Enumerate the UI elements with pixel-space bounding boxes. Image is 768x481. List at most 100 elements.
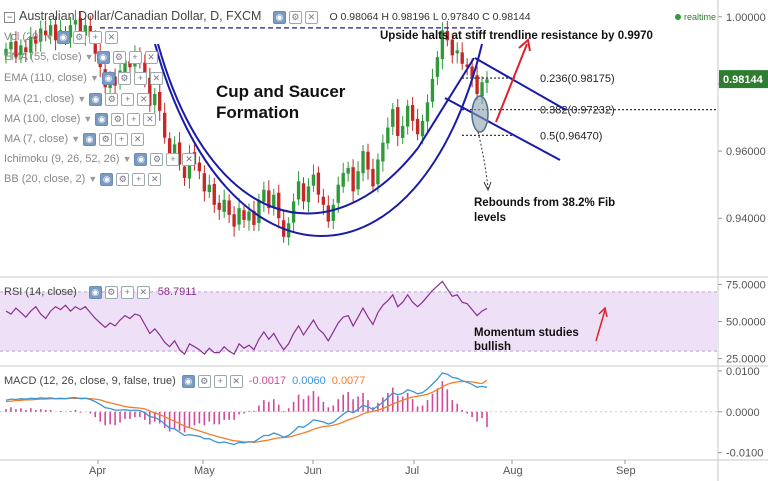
eye-icon[interactable]: ◉ xyxy=(181,374,195,388)
candle-body xyxy=(73,20,78,25)
rsi-annotation: bullish xyxy=(474,341,511,353)
gear-icon[interactable]: ⚙ xyxy=(105,92,119,106)
gear-icon[interactable]: ⚙ xyxy=(111,112,125,126)
eye-icon[interactable]: ◉ xyxy=(100,172,114,186)
price-tick-label: 0.94000 xyxy=(726,213,766,225)
indicator-row-ma100[interactable]: MA (100, close) ▼ ◉ ⚙ + ✕ xyxy=(4,111,157,127)
chevron-down-icon[interactable]: ▼ xyxy=(71,134,81,144)
chevron-down-icon[interactable]: ▼ xyxy=(88,174,98,184)
candle-body xyxy=(415,118,420,135)
candle-body xyxy=(113,76,117,86)
candle-body xyxy=(410,105,415,121)
macd-line xyxy=(5,372,488,446)
chevron-down-icon[interactable]: ▼ xyxy=(84,52,94,62)
candle-body xyxy=(93,36,97,54)
ohlc-readout: O 0.98064 H 0.98196 L 0.97840 C 0.98144 xyxy=(329,11,531,23)
close-icon[interactable]: ✕ xyxy=(229,374,243,388)
rsi-tick-label: 75.0000 xyxy=(726,279,766,291)
candle-body xyxy=(197,162,202,172)
series-eye-icon[interactable]: ◉ xyxy=(272,11,286,24)
rsi-annotation: Momentum studies xyxy=(474,327,579,339)
candle-body xyxy=(202,173,207,192)
eye-icon[interactable]: ◉ xyxy=(95,112,109,126)
indicator-row-ma21[interactable]: MA (21, close) ▼ ◉ ⚙ + ✕ xyxy=(4,91,151,107)
eye-icon[interactable]: ◉ xyxy=(83,132,97,146)
series-close-icon[interactable]: ✕ xyxy=(304,11,318,24)
gear-icon[interactable]: ⚙ xyxy=(150,152,164,166)
candle-body xyxy=(316,172,321,195)
close-icon[interactable]: ✕ xyxy=(136,285,150,299)
gear-icon[interactable]: ⚙ xyxy=(72,30,86,44)
indicator-row-ma7[interactable]: MA (7, close) ▼ ◉ ⚙ + ✕ xyxy=(4,131,145,147)
eye-icon[interactable]: ◉ xyxy=(88,285,102,299)
eye-icon[interactable]: ◉ xyxy=(96,50,110,64)
gear-icon[interactable]: ⚙ xyxy=(104,285,118,299)
eye-icon[interactable]: ◉ xyxy=(89,92,103,106)
lower-trendline xyxy=(444,97,561,161)
gear-icon[interactable]: ⚙ xyxy=(112,50,126,64)
eye-icon[interactable]: ◉ xyxy=(134,152,148,166)
candle-body xyxy=(53,24,58,41)
close-icon[interactable]: ✕ xyxy=(144,50,158,64)
candle-body xyxy=(242,210,246,220)
candle-body xyxy=(24,47,28,53)
plus-icon[interactable]: + xyxy=(166,152,180,166)
plus-icon[interactable]: + xyxy=(133,71,147,85)
realtime-status: realtime xyxy=(675,12,716,22)
candle-body xyxy=(48,25,53,36)
gear-icon[interactable]: ⚙ xyxy=(117,71,131,85)
plus-icon[interactable]: + xyxy=(88,30,102,44)
close-icon[interactable]: ✕ xyxy=(149,71,163,85)
close-icon[interactable]: ✕ xyxy=(148,172,162,186)
candle-body xyxy=(475,75,479,95)
plus-icon[interactable]: + xyxy=(127,112,141,126)
candle-body xyxy=(222,199,226,212)
rebound-note: Rebounds from 38.2% Fib xyxy=(474,197,615,209)
macd-legend[interactable]: MACD (12, 26, close, 9, false, true) ◉ ⚙ + ✕… xyxy=(4,374,366,388)
close-icon[interactable]: ✕ xyxy=(131,132,145,146)
plus-icon[interactable]: + xyxy=(121,92,135,106)
close-icon[interactable]: ✕ xyxy=(143,112,157,126)
indicator-row-ema55[interactable]: EMA (55, close) ▼ ◉ ⚙ + ✕ xyxy=(4,49,158,65)
candle-body xyxy=(257,199,261,223)
close-icon[interactable]: ✕ xyxy=(137,92,151,106)
gear-icon[interactable]: ⚙ xyxy=(197,374,211,388)
candle-body xyxy=(247,211,251,221)
eye-icon[interactable]: ◉ xyxy=(56,30,70,44)
indicator-row-ema110[interactable]: EMA (110, close) ▼ ◉ ⚙ + ✕ xyxy=(4,70,163,86)
candle-body xyxy=(148,77,152,106)
indicator-row-ichimoku[interactable]: Ichimoku (9, 26, 52, 26) ▼ ◉ ⚙ + ✕ xyxy=(4,151,196,167)
candle-body xyxy=(9,41,13,50)
close-icon[interactable]: ✕ xyxy=(104,30,118,44)
last-price-badge xyxy=(719,70,768,89)
gear-icon[interactable]: ⚙ xyxy=(116,172,130,186)
candle-body xyxy=(420,120,425,137)
close-icon[interactable]: ✕ xyxy=(182,152,196,166)
rsi-legend[interactable]: RSI (14, close) ◉ ⚙ + ✕ 58.7911 xyxy=(4,285,197,299)
candle-body xyxy=(143,62,147,78)
candle-body xyxy=(396,107,400,136)
symbol-title: Australian Dollar/Canadian Dollar, D, FX… xyxy=(19,9,262,23)
candle-body xyxy=(252,210,256,225)
plus-icon[interactable]: + xyxy=(132,172,146,186)
chevron-down-icon[interactable]: ▼ xyxy=(44,32,54,42)
eye-icon[interactable]: ◉ xyxy=(101,71,115,85)
plus-icon[interactable]: + xyxy=(213,374,227,388)
chevron-down-icon[interactable]: ▼ xyxy=(83,114,93,124)
plus-icon[interactable]: + xyxy=(128,50,142,64)
series-settings-icon[interactable]: ⚙ xyxy=(288,11,302,24)
chevron-down-icon[interactable]: ▼ xyxy=(77,94,87,104)
candle-body xyxy=(306,186,311,203)
rsi-tick-label: 25.0000 xyxy=(726,354,766,366)
gear-icon[interactable]: ⚙ xyxy=(99,132,113,146)
plus-icon[interactable]: + xyxy=(120,285,134,299)
candle-body xyxy=(331,204,335,221)
chevron-down-icon[interactable]: ▼ xyxy=(122,154,132,164)
indicator-row-vol[interactable]: Vol (20) ▼ ◉ ⚙ + ✕ xyxy=(4,29,118,45)
plus-icon[interactable]: + xyxy=(115,132,129,146)
indicator-row-bb[interactable]: BB (20, close, 2) ▼ ◉ ⚙ + ✕ xyxy=(4,171,162,187)
candle-body xyxy=(356,171,360,190)
chevron-down-icon[interactable]: ▼ xyxy=(89,73,99,83)
collapse-icon[interactable]: − xyxy=(4,12,15,23)
